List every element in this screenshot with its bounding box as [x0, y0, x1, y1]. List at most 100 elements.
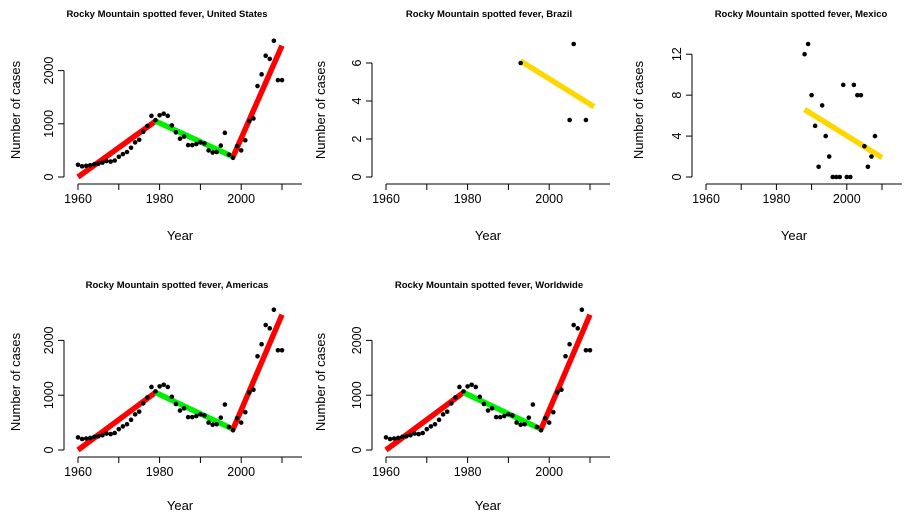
data-point: [120, 424, 126, 429]
data-point: [404, 434, 409, 439]
y-tick-label: 4: [350, 97, 364, 104]
data-point: [485, 408, 491, 413]
data-point: [242, 137, 248, 143]
data-point: [526, 415, 532, 420]
data-point: [92, 434, 97, 440]
data-point: [247, 118, 252, 124]
trend-segment: [76, 390, 158, 453]
data-point: [436, 417, 442, 423]
data-point: [100, 432, 105, 438]
data-point: [453, 395, 458, 400]
y-axis-label: Number of cases: [313, 332, 328, 431]
data-point: [865, 164, 871, 170]
data-point: [83, 163, 89, 169]
data-point: [173, 130, 179, 135]
data-point: [816, 164, 821, 170]
data-point: [226, 424, 232, 430]
data-point: [226, 152, 232, 157]
data-point: [124, 149, 130, 155]
data-point: [157, 384, 162, 389]
data-point: [79, 436, 85, 442]
x-tick-label: 2000: [227, 465, 255, 479]
data-point: [428, 424, 434, 429]
data-point: [575, 326, 581, 331]
chart-panel-1: Rocky Mountain spotted fever, Brazil Numb…: [313, 9, 610, 243]
data-point: [840, 82, 846, 88]
trend-segment: [230, 44, 285, 158]
data-point: [263, 322, 268, 328]
trend-segment: [230, 313, 285, 431]
x-tick-label: 1960: [372, 465, 400, 479]
data-point: [108, 431, 113, 437]
data-point: [518, 422, 523, 428]
data-point: [259, 341, 264, 347]
data-point: [506, 412, 511, 417]
data-point: [202, 141, 207, 146]
data-point: [247, 390, 252, 395]
y-tick-label: 0: [670, 173, 684, 180]
trend-segment: [154, 118, 235, 160]
chart-title: Rocky Mountain spotted fever, Mexico: [715, 9, 888, 20]
data-point: [416, 431, 421, 437]
y-tick-label: 8: [670, 92, 684, 99]
data-point: [869, 154, 874, 159]
x-tick-label: 1960: [372, 192, 400, 206]
data-point: [848, 174, 853, 180]
y-tick-label: 0: [42, 446, 56, 453]
data-point: [271, 38, 277, 44]
data-point: [165, 113, 171, 119]
y-tick-label: 1000: [42, 381, 56, 409]
y-tick-label: 2: [350, 135, 364, 142]
data-point: [132, 140, 138, 145]
y-tick-label: 2000: [42, 57, 56, 85]
x-axis-label: Year: [781, 228, 808, 243]
data-point: [234, 143, 240, 149]
data-point: [198, 140, 203, 145]
data-point: [112, 158, 118, 163]
data-point: [230, 155, 236, 161]
data-point: [833, 174, 839, 180]
data-point: [579, 307, 585, 313]
data-point: [206, 420, 211, 425]
data-point: [124, 421, 130, 427]
trend-segment: [803, 107, 884, 160]
data-point: [559, 387, 564, 393]
data-point: [181, 134, 187, 139]
data-point: [400, 434, 405, 440]
x-axis-label: Year: [167, 228, 194, 243]
data-point: [185, 142, 191, 148]
data-point: [530, 402, 536, 407]
data-point: [234, 415, 240, 421]
y-axis-label: Number of cases: [8, 332, 23, 431]
data-point: [149, 384, 154, 390]
data-point: [837, 174, 843, 180]
data-point: [185, 414, 191, 420]
data-point: [96, 434, 101, 439]
x-tick-label: 1960: [64, 192, 92, 206]
data-point: [583, 117, 589, 123]
data-point: [510, 413, 515, 418]
data-point: [79, 164, 85, 169]
data-point: [571, 322, 576, 328]
data-point: [128, 417, 134, 423]
data-point: [140, 129, 146, 135]
data-point: [812, 123, 818, 129]
y-axis-label: Number of cases: [8, 60, 23, 159]
data-point: [465, 384, 470, 389]
data-point: [153, 117, 158, 123]
x-tick-label: 2000: [833, 192, 861, 206]
data-point: [550, 409, 556, 415]
chart-panel-4: Rocky Mountain spotted fever, Worldwide N…: [313, 280, 610, 513]
data-point: [497, 414, 503, 420]
data-point: [271, 307, 277, 313]
data-point: [136, 137, 142, 143]
chart-title: Rocky Mountain spotted fever, Brazil: [406, 9, 572, 20]
y-axis-label: Number of cases: [313, 60, 328, 159]
data-point: [128, 145, 134, 151]
data-point: [251, 387, 256, 393]
data-point: [448, 401, 454, 406]
data-point: [424, 426, 430, 432]
data-point: [251, 116, 256, 121]
data-point: [96, 161, 101, 166]
y-tick-label: 4: [670, 133, 684, 140]
